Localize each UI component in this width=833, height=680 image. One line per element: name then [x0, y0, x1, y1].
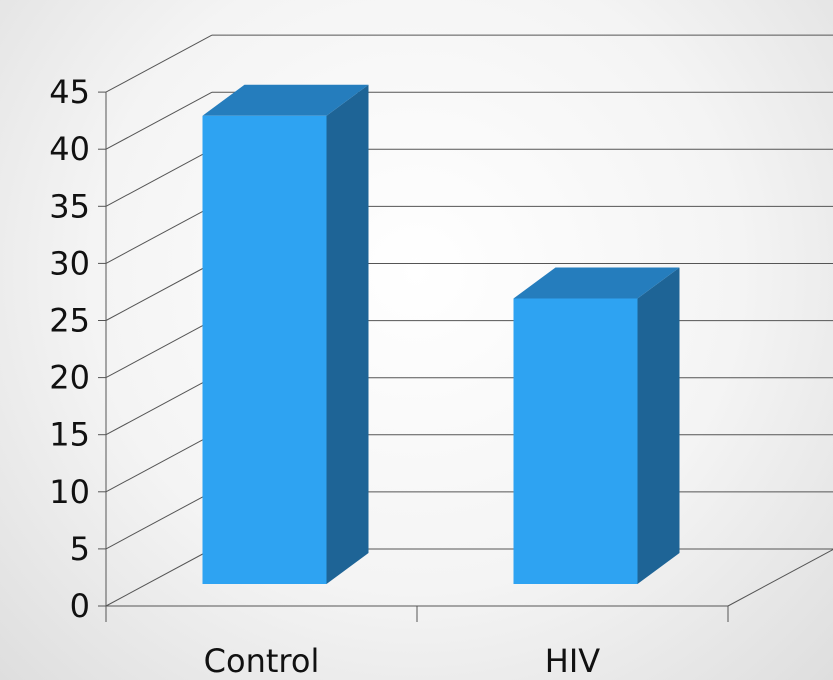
- gridline-side: [105, 148, 213, 207]
- y-tick-label: 15: [49, 416, 90, 454]
- gridline-side: [105, 34, 213, 93]
- bar-front-face: [202, 115, 327, 584]
- y-tick-label: 0: [70, 587, 90, 625]
- gridline-side: [105, 377, 213, 436]
- floor-left-edge: [105, 548, 213, 607]
- floor-right-edge: [727, 548, 833, 607]
- y-tick-label: 40: [49, 130, 90, 168]
- gridline-side: [105, 263, 213, 321]
- bar-side-face: [637, 267, 680, 584]
- gridline-side: [105, 91, 213, 150]
- gridline-side: [105, 320, 213, 379]
- bars: [202, 84, 680, 584]
- y-tick-label: 5: [70, 530, 90, 568]
- y-tick-label: 10: [49, 473, 90, 511]
- y-tick-label: 30: [49, 244, 90, 282]
- y-tick-label: 20: [49, 359, 90, 397]
- bar-top-face: [513, 267, 680, 299]
- gridline-side: [105, 205, 213, 264]
- labels: 0 5 10 15 20 25 30 35 40 45 Control HIV: [49, 73, 600, 680]
- bar-side-face: [326, 84, 369, 584]
- y-tick-label: 25: [49, 302, 90, 340]
- x-category-label: HIV: [545, 642, 601, 680]
- y-tick-label: 45: [49, 73, 90, 111]
- bar-top-face: [202, 84, 369, 116]
- gridline-side: [105, 491, 213, 550]
- y-tick-label: 35: [49, 187, 90, 225]
- gridline-side: [105, 434, 213, 493]
- bar-hiv: [513, 267, 680, 584]
- x-category-label: Control: [204, 642, 320, 680]
- bar-front-face: [513, 298, 638, 584]
- bar-control: [202, 84, 369, 584]
